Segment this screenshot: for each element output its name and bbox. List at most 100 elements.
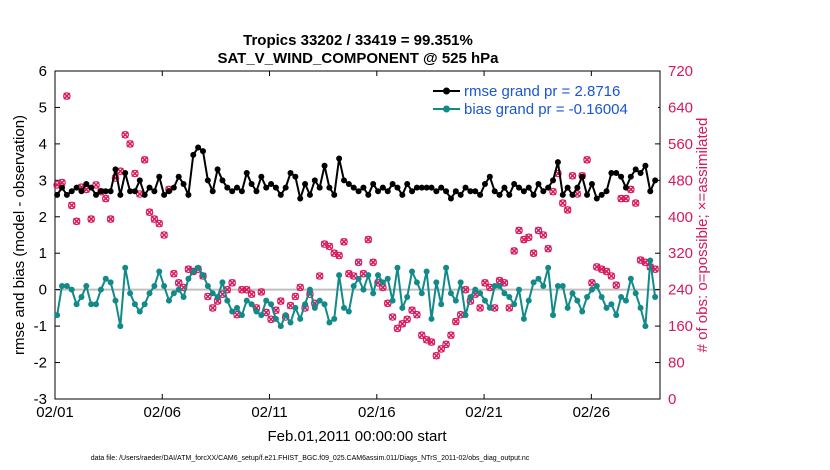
obs-assimilated-cross [257, 288, 265, 296]
obs-possible-circle [539, 231, 548, 239]
bias-point [496, 283, 503, 290]
legend-rmse-marker [443, 87, 450, 95]
obs-possible-circle [622, 194, 630, 203]
obs-possible-circle [155, 219, 164, 228]
bias-point [234, 304, 241, 311]
bias-point [165, 297, 172, 304]
rmse-point [195, 144, 202, 151]
y-tick-label-right: 0 [668, 391, 676, 408]
bias-point [345, 308, 352, 315]
obs-assimilated-cross [379, 283, 387, 291]
legend-bias-marker [443, 105, 450, 113]
rmse-point [258, 173, 265, 180]
bias-point [73, 301, 80, 308]
rmse-point [584, 191, 591, 198]
obs-possible-circle [247, 290, 256, 299]
obs-assimilated-cross [126, 140, 134, 148]
y-tick-label-left: -2 [34, 355, 47, 372]
obs-count-marker [145, 208, 154, 217]
obs-assimilated-cross [588, 279, 596, 287]
bias-point [603, 304, 610, 311]
obs-assimilated-cross [476, 304, 484, 312]
y-tick-label-left: -1 [34, 318, 47, 335]
obs-count-marker [325, 242, 334, 251]
rmse-point [360, 184, 367, 191]
rmse-point [224, 184, 231, 191]
rmse-point [627, 173, 634, 180]
obs-assimilated-cross [170, 270, 178, 278]
x-tick-label: 02/06 [143, 404, 181, 421]
rmse-series [54, 144, 659, 203]
y-tick-label-left: 1 [39, 245, 47, 262]
bias-point [340, 304, 347, 311]
obs-possible-circle [500, 279, 509, 287]
obs-possible-circle [515, 226, 523, 235]
bias-point [433, 279, 440, 286]
bias-point [209, 290, 216, 297]
obs-count-marker [67, 201, 76, 210]
obs-assimilated-cross [432, 352, 440, 360]
y-tick-label-left: 0 [39, 282, 47, 299]
obs-count-marker [257, 288, 266, 296]
obs-count-marker [427, 338, 436, 346]
obs-possible-circle [87, 215, 95, 223]
rmse-point [525, 184, 532, 191]
obs-assimilated-cross [68, 201, 76, 209]
obs-possible-circle [349, 272, 358, 280]
rmse-point [146, 184, 153, 191]
obs-assimilated-cross [651, 265, 659, 273]
obs-possible-circle [257, 288, 266, 296]
rmse-point [331, 191, 338, 198]
rmse-point [117, 191, 124, 198]
obs-assimilated-cross [369, 258, 377, 266]
bias-point [559, 283, 566, 290]
obs-assimilated-cross [447, 331, 455, 339]
bias-point [287, 319, 294, 326]
obs-count-marker [208, 304, 217, 312]
y-axis-label: rmse and bias (model - observation) [11, 115, 28, 355]
obs-count-marker [296, 283, 305, 292]
obs-assimilated-cross [204, 292, 212, 301]
legend-box [428, 79, 658, 119]
rmse-point [131, 188, 138, 195]
bias-point [569, 290, 576, 297]
obs-possible-circle [529, 249, 538, 258]
obs-count-marker [432, 351, 441, 360]
obs-assimilated-cross [462, 286, 470, 294]
rmse-point [486, 173, 493, 180]
legend-bias-label: bias grand pr = -0.16004 [464, 101, 628, 118]
obs-possible-circle [442, 340, 450, 349]
bias-point [404, 293, 411, 300]
rmse-point [375, 188, 382, 195]
bias-point [204, 283, 211, 290]
obs-possible-circle [242, 285, 251, 294]
obs-count-marker [452, 317, 460, 326]
obs-count-marker [170, 269, 178, 278]
obs-count-marker [568, 171, 577, 180]
y-tick-label-right: 480 [668, 172, 693, 189]
bias-point [627, 275, 634, 282]
bias-point [326, 319, 333, 326]
rmse-point [418, 184, 425, 191]
obs-assimilated-cross [145, 208, 154, 216]
obs-possible-circle [452, 317, 460, 326]
rmse-point [457, 191, 464, 198]
obs-possible-circle [505, 304, 514, 312]
y-tick-label-right: 320 [668, 245, 693, 262]
rmse-point [399, 191, 406, 198]
obs-count-marker [524, 233, 533, 242]
rmse-point [394, 184, 401, 191]
obs-assimilated-cross [510, 247, 518, 255]
obs-possible-circle [92, 181, 100, 189]
rmse-point [443, 188, 450, 195]
obs-assimilated-cross [427, 338, 436, 346]
bias-point [311, 304, 318, 311]
obs-count-marker [534, 226, 543, 235]
bias-point [306, 286, 313, 293]
bias-point [136, 308, 143, 315]
obs-possible-circle [150, 215, 159, 223]
bias-point [399, 304, 406, 311]
obs-assimilated-cross [155, 220, 163, 228]
rmse-point [345, 180, 352, 187]
obs-possible-circle [369, 258, 377, 267]
